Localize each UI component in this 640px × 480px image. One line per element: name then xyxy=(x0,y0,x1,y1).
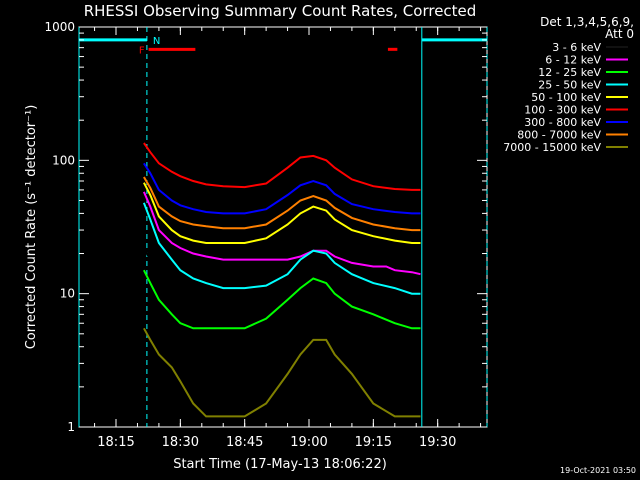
y-axis-ticks: 1 10 100 1000 xyxy=(44,20,487,434)
series-line-5 xyxy=(143,142,421,191)
legend-label: 300 - 800 keV xyxy=(524,116,601,129)
y-tick-label: 1 xyxy=(67,420,75,434)
legend-label: 6 - 12 keV xyxy=(545,54,601,67)
chart-title: RHESSI Observing Summary Count Rates, Co… xyxy=(84,2,477,20)
series-line-7 xyxy=(143,176,421,232)
y-tick-label: 10 xyxy=(60,287,75,301)
legend-header-line-1: Det 1,3,4,5,6,9, xyxy=(540,15,634,29)
flag-label: F xyxy=(139,45,145,56)
x-tick-label: 19:15 xyxy=(355,435,392,450)
x-tick-label: 18:15 xyxy=(97,435,134,450)
y-tick-label: 100 xyxy=(52,153,75,167)
series-line-2 xyxy=(143,269,421,330)
series-lines xyxy=(142,142,421,418)
footer-timestamp: 19-Oct-2021 03:50 xyxy=(560,466,636,475)
legend-label: 25 - 50 keV xyxy=(538,79,601,92)
y-axis-label: Corrected Count Rate (s⁻¹ detector⁻¹) xyxy=(24,105,39,350)
flag-label: N xyxy=(153,36,160,47)
legend-label: 100 - 300 keV xyxy=(524,104,601,117)
series-line-0 xyxy=(143,247,421,330)
y-tick-label: 1000 xyxy=(44,20,75,34)
x-tick-label: 18:30 xyxy=(162,435,199,450)
series-line-4 xyxy=(143,182,421,244)
legend-label: 800 - 7000 keV xyxy=(517,129,601,142)
series-line-8 xyxy=(143,327,421,418)
vertical-markers xyxy=(78,27,488,427)
legend-label: 12 - 25 keV xyxy=(538,66,601,79)
x-tick-label: 19:30 xyxy=(419,435,456,450)
x-tick-label: 18:45 xyxy=(226,435,263,450)
series-line-6 xyxy=(143,162,421,215)
legend-label: 7000 - 15000 keV xyxy=(503,141,601,154)
series-line-3 xyxy=(142,202,421,295)
x-tick-label: 19:00 xyxy=(290,435,327,450)
x-axis-label: Start Time (17-May-13 18:06:22) xyxy=(173,457,387,472)
flag-bars: NF xyxy=(79,36,487,56)
legend-header-line-2: Att 0 xyxy=(605,27,634,41)
series-line-1 xyxy=(142,191,421,276)
legend-label: 3 - 6 keV xyxy=(552,41,601,54)
legend-label: 50 - 100 keV xyxy=(531,91,601,104)
x-axis-ticks: 18:15 18:30 18:45 19:00 19:15 19:30 xyxy=(94,27,482,450)
